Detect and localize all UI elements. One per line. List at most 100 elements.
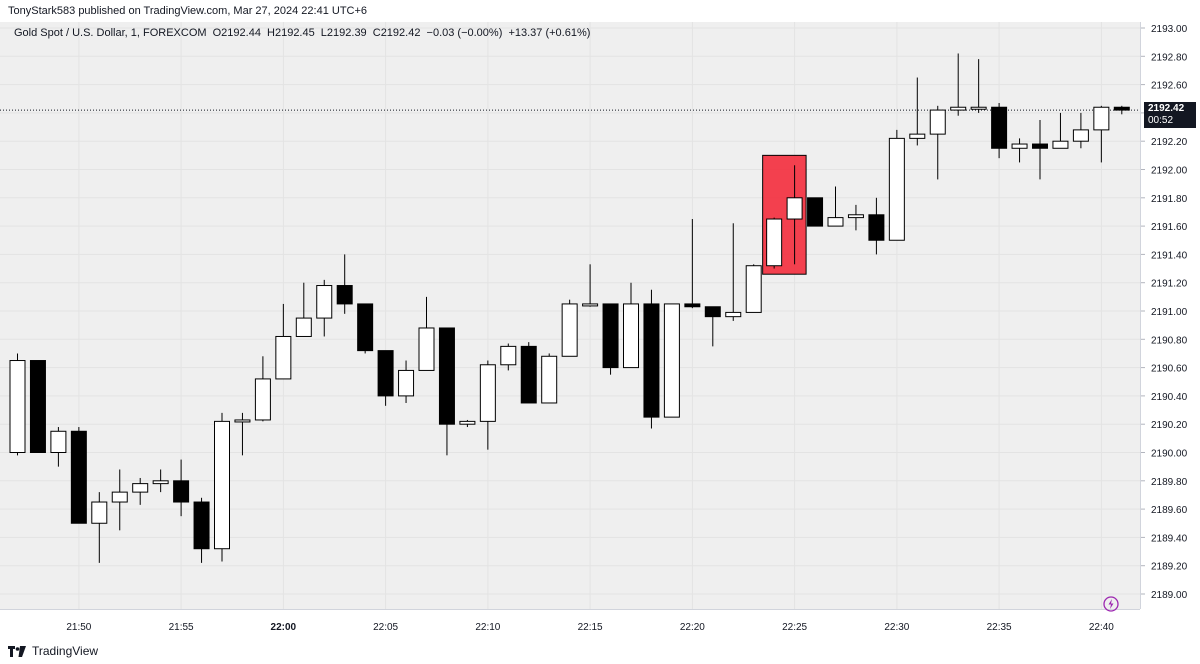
lightning-icon[interactable] (1103, 596, 1119, 612)
candle[interactable] (786, 165, 803, 265)
y-tick-label: 2193.00 (1151, 24, 1188, 35)
price-axis[interactable]: 2189.00 2189.20 2189.40 2189.60 2189.80 2190.… (1140, 22, 1200, 609)
candle[interactable] (1052, 112, 1069, 149)
candle[interactable] (745, 264, 762, 313)
y-tick-label: 2192.20 (1151, 137, 1188, 148)
candle-body-down (29, 360, 46, 453)
candle[interactable] (336, 254, 353, 314)
chart-plot-area[interactable] (0, 22, 1140, 609)
candle[interactable] (541, 353, 558, 404)
candle-body-up (316, 285, 333, 319)
candle[interactable] (909, 77, 926, 146)
candle[interactable] (111, 469, 128, 531)
candle[interactable] (1032, 119, 1048, 180)
candle[interactable] (602, 303, 619, 375)
candle[interactable] (1072, 112, 1089, 149)
candle[interactable] (991, 102, 1008, 159)
candle-body-up (847, 214, 864, 219)
candle[interactable] (950, 53, 967, 116)
candle[interactable] (725, 223, 742, 321)
y-tick-label: 2191.80 (1151, 194, 1188, 205)
candlestick-chart[interactable] (0, 22, 1140, 609)
candle-body-up (1052, 140, 1069, 149)
candle-body-up (909, 133, 926, 139)
candle-body-up (152, 480, 169, 485)
candle[interactable] (847, 204, 864, 231)
y-tick-label: 2192.80 (1151, 52, 1188, 63)
candle[interactable] (807, 197, 824, 227)
candle-body-up (234, 419, 251, 423)
candle[interactable] (316, 279, 333, 337)
candle[interactable] (357, 303, 374, 354)
y-tick-label: 2190.60 (1151, 364, 1188, 375)
candle[interactable] (1011, 138, 1028, 163)
candle-body-up (214, 420, 230, 550)
candle[interactable] (663, 303, 680, 418)
candle-body-up (541, 355, 558, 404)
y-tick-label: 2191.20 (1151, 279, 1188, 290)
candle[interactable] (254, 356, 271, 422)
candle[interactable] (152, 469, 169, 493)
candle-body-up (398, 369, 415, 397)
candle-body-up (1011, 143, 1028, 149)
candle[interactable] (1093, 105, 1110, 163)
candle-body-down (336, 285, 353, 305)
candle[interactable] (684, 219, 701, 309)
publisher-text: TonyStark583 published on TradingView.co… (8, 5, 368, 17)
candle-body-down (704, 306, 721, 318)
candle[interactable] (70, 427, 87, 524)
candle[interactable] (582, 264, 599, 307)
time-axis[interactable]: 21:50 21:55 22:00 22:05 22:10 22:15 22:20 22:25… (0, 609, 1140, 639)
candle[interactable] (91, 492, 108, 563)
candle[interactable] (132, 477, 149, 505)
candle[interactable] (398, 360, 415, 403)
candle[interactable] (479, 360, 496, 450)
candle[interactable] (50, 427, 67, 467)
x-tick-label: 22:30 (884, 622, 909, 633)
candle[interactable] (459, 419, 476, 428)
legend-extra: +13.37 (+0.61%) (508, 27, 591, 39)
candle[interactable] (173, 459, 190, 517)
tradingview-logo[interactable]: TradingView (8, 643, 98, 659)
candle[interactable] (888, 129, 905, 241)
candle[interactable] (868, 197, 885, 255)
candle[interactable] (970, 59, 987, 113)
footer: TradingView (0, 639, 1200, 664)
candle[interactable] (234, 412, 251, 456)
candle[interactable] (561, 299, 578, 357)
candle[interactable] (929, 105, 946, 180)
candle-body-up (91, 501, 108, 524)
candle-body-up (970, 106, 987, 110)
candle[interactable] (9, 353, 26, 456)
y-tick-label: 2191.40 (1151, 250, 1188, 261)
candle-body-down (807, 197, 824, 227)
y-tick-label: 2189.20 (1151, 562, 1188, 573)
x-tick-label: 22:05 (373, 622, 398, 633)
candle[interactable] (295, 282, 312, 337)
y-tick-label: 2192.60 (1151, 81, 1188, 92)
candle[interactable] (438, 327, 455, 456)
candle[interactable] (29, 360, 46, 453)
y-tick-label: 2189.60 (1151, 505, 1188, 516)
chart-legend: Gold Spot / U.S. Dollar, 1, FOREXCOM O21… (14, 27, 593, 39)
legend-open: O2192.44 (212, 27, 261, 39)
candle[interactable] (520, 342, 537, 404)
candle[interactable] (275, 303, 292, 380)
candle[interactable] (418, 296, 435, 371)
candle[interactable] (766, 217, 783, 269)
candle[interactable] (500, 343, 517, 371)
candle-body-up (1072, 129, 1089, 142)
x-tick-label: 22:15 (578, 622, 603, 633)
candle-body-down (70, 430, 87, 524)
candle[interactable] (193, 497, 210, 563)
y-tick-label: 2192.00 (1151, 166, 1188, 177)
candle[interactable] (827, 186, 844, 227)
candle[interactable] (704, 306, 721, 347)
candle[interactable] (214, 412, 230, 562)
legend-close: C2192.42 (372, 27, 421, 39)
candle[interactable] (1113, 105, 1130, 115)
candle[interactable] (377, 350, 394, 406)
candle[interactable] (643, 289, 660, 429)
countdown-value: 00:52 (1148, 115, 1174, 127)
candle[interactable] (623, 282, 639, 369)
